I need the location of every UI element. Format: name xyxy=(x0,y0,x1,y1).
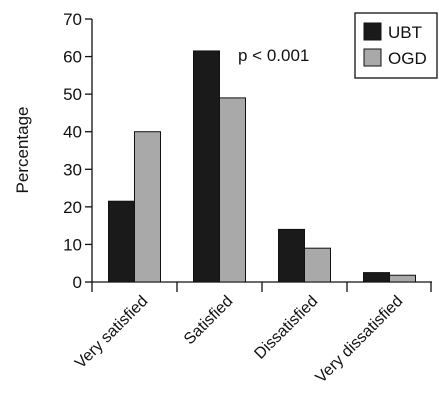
x-tick-label: Satisfied xyxy=(181,293,236,348)
y-tick-label: 70 xyxy=(63,10,82,29)
y-tick-label: 50 xyxy=(63,85,82,104)
bar-ubt-4 xyxy=(363,272,390,283)
legend: UBT OGD xyxy=(354,12,438,79)
bar-ubt-2 xyxy=(193,50,220,283)
x-tick-label: Very satisfied xyxy=(72,293,151,372)
bar-ogd-4 xyxy=(389,274,416,283)
x-tick-label: Very dissatisfied xyxy=(313,293,407,387)
legend-label-ogd: OGD xyxy=(388,49,427,68)
legend-swatch-ubt xyxy=(363,22,382,41)
y-tick-label: 40 xyxy=(63,123,82,142)
y-tick-label: 10 xyxy=(63,235,82,254)
y-tick-label: 0 xyxy=(73,273,82,292)
bar-ubt-1 xyxy=(108,200,135,283)
bar-ogd-3 xyxy=(304,247,331,283)
y-tick-label: 60 xyxy=(63,48,82,67)
legend-label-ubt: UBT xyxy=(388,23,422,42)
axes: 0 10 20 30 40 50 60 70 xyxy=(63,10,432,292)
y-tick-label: 30 xyxy=(63,160,82,179)
bar-ogd-1 xyxy=(134,131,161,283)
p-value-annotation: p < 0.001 xyxy=(238,46,309,65)
y-tick-label: 20 xyxy=(63,198,82,217)
bar-ogd-2 xyxy=(219,97,246,283)
y-axis-label: Percentage xyxy=(13,107,32,194)
x-tick-label: Dissatisfied xyxy=(251,293,321,363)
bar-ubt-3 xyxy=(278,228,305,283)
legend-swatch-ogd xyxy=(363,48,382,67)
labels: Very satisfied Satisfied DissatisfiedVery … xyxy=(72,293,406,387)
bars xyxy=(108,50,416,283)
